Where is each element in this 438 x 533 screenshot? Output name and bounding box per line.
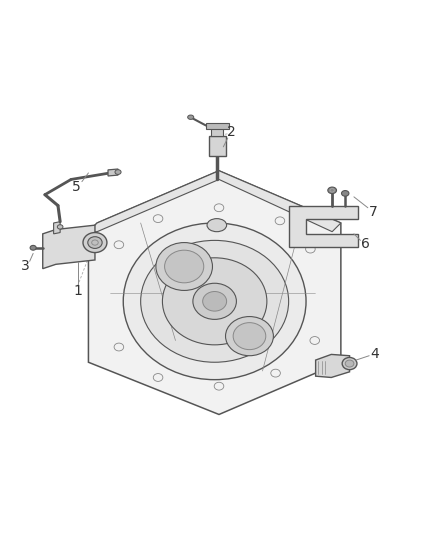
Ellipse shape	[187, 115, 194, 119]
Polygon shape	[289, 206, 358, 247]
Ellipse shape	[83, 232, 107, 253]
Polygon shape	[211, 127, 223, 136]
Text: 5: 5	[72, 180, 81, 194]
Polygon shape	[88, 171, 341, 232]
Text: 4: 4	[371, 346, 379, 360]
Polygon shape	[209, 136, 226, 156]
Polygon shape	[53, 222, 60, 234]
Polygon shape	[206, 123, 229, 128]
Ellipse shape	[165, 250, 204, 283]
Ellipse shape	[123, 223, 306, 379]
Text: 6: 6	[361, 237, 370, 251]
Ellipse shape	[203, 292, 226, 311]
Polygon shape	[316, 354, 350, 377]
Ellipse shape	[57, 225, 63, 229]
Polygon shape	[108, 169, 118, 176]
Ellipse shape	[88, 237, 102, 248]
Polygon shape	[88, 171, 341, 415]
Ellipse shape	[207, 219, 226, 232]
Ellipse shape	[141, 240, 289, 362]
Ellipse shape	[345, 360, 354, 367]
Ellipse shape	[156, 243, 212, 290]
Text: 3: 3	[21, 260, 30, 273]
Text: 7: 7	[369, 205, 378, 219]
Ellipse shape	[328, 187, 336, 193]
Text: 1: 1	[73, 284, 82, 298]
Ellipse shape	[115, 169, 121, 174]
Ellipse shape	[30, 245, 36, 250]
Polygon shape	[43, 225, 95, 269]
Ellipse shape	[162, 258, 267, 345]
Ellipse shape	[193, 283, 237, 319]
Text: 2: 2	[227, 125, 236, 140]
Ellipse shape	[342, 358, 357, 370]
Ellipse shape	[226, 317, 273, 356]
Ellipse shape	[342, 191, 349, 196]
Ellipse shape	[233, 322, 266, 350]
